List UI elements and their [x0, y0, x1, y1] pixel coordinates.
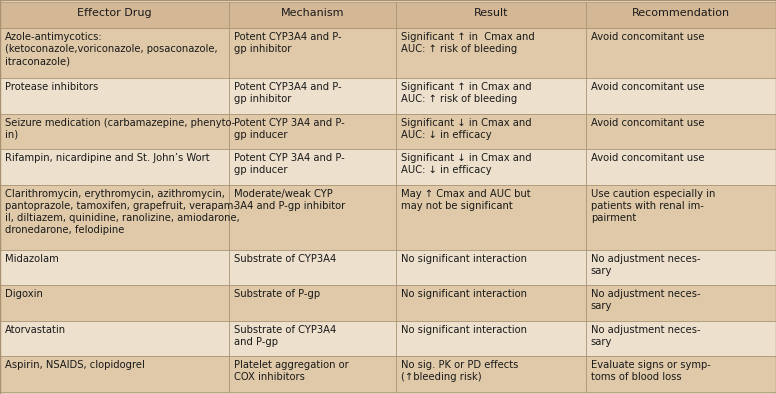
Bar [586, 114, 776, 149]
Bar [229, 2, 396, 28]
Text: Effector Drug: Effector Drug [77, 8, 152, 18]
Bar [586, 357, 776, 392]
Text: Significant ↓ in Cmax and
AUC: ↓ in efficacy: Significant ↓ in Cmax and AUC: ↓ in effi… [400, 153, 532, 175]
Text: No sig. PK or PD effects
(↑bleeding risk): No sig. PK or PD effects (↑bleeding risk… [400, 361, 518, 383]
Bar [229, 250, 396, 285]
Bar [586, 285, 776, 321]
Text: Use caution especially in
patients with renal im-
pairment: Use caution especially in patients with … [591, 189, 715, 223]
Text: Mechanism: Mechanism [281, 8, 344, 18]
Bar [396, 357, 586, 392]
Bar [229, 28, 396, 78]
Text: Potent CYP 3A4 and P-
gp inducer: Potent CYP 3A4 and P- gp inducer [234, 153, 345, 175]
Bar [396, 185, 586, 250]
Bar [586, 78, 776, 114]
Bar [0, 357, 229, 392]
Bar [0, 78, 229, 114]
Text: Substrate of CYP3A4
and P-gp: Substrate of CYP3A4 and P-gp [234, 325, 336, 347]
Text: Midazolam: Midazolam [5, 254, 59, 264]
Text: No significant interaction: No significant interaction [400, 325, 527, 335]
Bar [586, 185, 776, 250]
Text: Substrate of P-gp: Substrate of P-gp [234, 289, 320, 299]
Text: No adjustment neces-
sary: No adjustment neces- sary [591, 325, 701, 347]
Text: Avoid concomitant use: Avoid concomitant use [591, 118, 705, 128]
Text: No significant interaction: No significant interaction [400, 254, 527, 264]
Text: Aspirin, NSAIDS, clopidogrel: Aspirin, NSAIDS, clopidogrel [5, 361, 145, 370]
Text: Platelet aggregation or
COX inhibitors: Platelet aggregation or COX inhibitors [234, 361, 348, 383]
Text: Potent CYP 3A4 and P-
gp inducer: Potent CYP 3A4 and P- gp inducer [234, 118, 345, 140]
Bar [0, 28, 229, 78]
Text: Significant ↓ in Cmax and
AUC: ↓ in efficacy: Significant ↓ in Cmax and AUC: ↓ in effi… [400, 118, 532, 140]
Text: Substrate of CYP3A4: Substrate of CYP3A4 [234, 254, 336, 264]
Bar [0, 2, 229, 28]
Text: Result: Result [473, 8, 508, 18]
Text: Digoxin: Digoxin [5, 289, 43, 299]
Text: Potent CYP3A4 and P-
gp inhibitor: Potent CYP3A4 and P- gp inhibitor [234, 32, 341, 54]
Bar [229, 114, 396, 149]
Text: Potent CYP3A4 and P-
gp inhibitor: Potent CYP3A4 and P- gp inhibitor [234, 82, 341, 104]
Text: No significant interaction: No significant interaction [400, 289, 527, 299]
Text: Significant ↑ in  Cmax and
AUC: ↑ risk of bleeding: Significant ↑ in Cmax and AUC: ↑ risk of… [400, 32, 535, 54]
Bar [0, 185, 229, 250]
Bar [396, 78, 586, 114]
Bar [229, 78, 396, 114]
Text: No adjustment neces-
sary: No adjustment neces- sary [591, 289, 701, 311]
Bar [396, 28, 586, 78]
Bar [586, 28, 776, 78]
Bar [0, 114, 229, 149]
Bar [396, 149, 586, 185]
Text: Atorvastatin: Atorvastatin [5, 325, 66, 335]
Bar [586, 2, 776, 28]
Bar [229, 185, 396, 250]
Bar [229, 321, 396, 357]
Bar [586, 149, 776, 185]
Text: Rifampin, nicardipine and St. John’s Wort: Rifampin, nicardipine and St. John’s Wor… [5, 153, 210, 164]
Bar [396, 321, 586, 357]
Bar [0, 321, 229, 357]
Text: Azole-antimycotics:
(ketoconazole,voriconazole, posaconazole,
itraconazole): Azole-antimycotics: (ketoconazole,vorico… [5, 32, 217, 66]
Bar [0, 149, 229, 185]
Text: Avoid concomitant use: Avoid concomitant use [591, 32, 705, 42]
Bar [586, 250, 776, 285]
Text: Recommendation: Recommendation [632, 8, 730, 18]
Bar [396, 114, 586, 149]
Text: Protease inhibitors: Protease inhibitors [5, 82, 99, 92]
Text: Avoid concomitant use: Avoid concomitant use [591, 82, 705, 92]
Text: Evaluate signs or symp-
toms of blood loss: Evaluate signs or symp- toms of blood lo… [591, 361, 711, 383]
Bar [0, 250, 229, 285]
Text: Clarithromycin, erythromycin, azithromycin,
pantoprazole, tamoxifen, grapefruit,: Clarithromycin, erythromycin, azithromyc… [5, 189, 240, 235]
Bar [396, 285, 586, 321]
Bar [396, 2, 586, 28]
Bar [586, 321, 776, 357]
Text: Moderate/weak CYP
3A4 and P-gp inhibitor: Moderate/weak CYP 3A4 and P-gp inhibitor [234, 189, 345, 211]
Text: Seizure medication (carbamazepine, phenyto-
in): Seizure medication (carbamazepine, pheny… [5, 118, 235, 140]
Bar [396, 250, 586, 285]
Text: Significant ↑ in Cmax and
AUC: ↑ risk of bleeding: Significant ↑ in Cmax and AUC: ↑ risk of… [400, 82, 532, 104]
Text: May ↑ Cmax and AUC but
may not be significant: May ↑ Cmax and AUC but may not be signif… [400, 189, 530, 211]
Bar [229, 357, 396, 392]
Text: No adjustment neces-
sary: No adjustment neces- sary [591, 254, 701, 276]
Text: Avoid concomitant use: Avoid concomitant use [591, 153, 705, 164]
Bar [0, 285, 229, 321]
Bar [229, 149, 396, 185]
Bar [229, 285, 396, 321]
